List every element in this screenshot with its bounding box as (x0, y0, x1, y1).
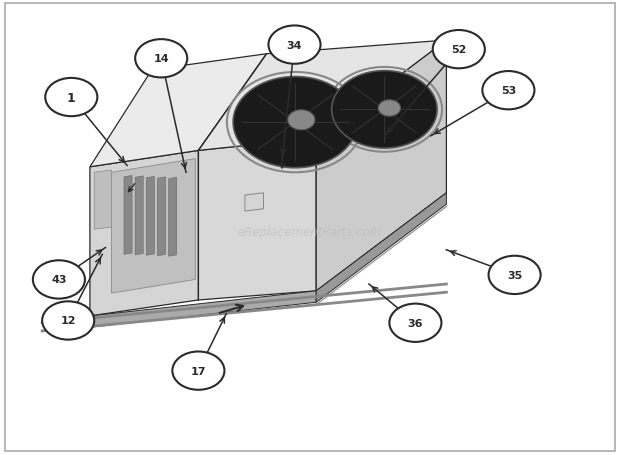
Circle shape (33, 261, 85, 299)
Circle shape (433, 31, 485, 69)
Polygon shape (198, 139, 316, 300)
Circle shape (268, 26, 321, 65)
Polygon shape (316, 193, 446, 303)
Polygon shape (135, 177, 143, 255)
Text: 35: 35 (507, 270, 522, 280)
Circle shape (389, 304, 441, 342)
Circle shape (233, 77, 357, 168)
Text: 12: 12 (61, 316, 76, 326)
Polygon shape (316, 41, 446, 291)
Text: 17: 17 (191, 366, 206, 376)
Circle shape (135, 40, 187, 78)
Circle shape (288, 111, 315, 131)
Polygon shape (90, 151, 198, 316)
Polygon shape (198, 41, 446, 151)
Text: 53: 53 (501, 86, 516, 96)
Polygon shape (94, 171, 112, 230)
Circle shape (45, 79, 97, 117)
Circle shape (172, 352, 224, 390)
Text: 1: 1 (67, 91, 76, 104)
Polygon shape (157, 177, 166, 256)
Text: 52: 52 (451, 45, 466, 55)
Polygon shape (146, 177, 154, 256)
Circle shape (378, 101, 401, 117)
Polygon shape (90, 291, 316, 328)
Circle shape (489, 256, 541, 294)
Text: 34: 34 (286, 40, 303, 51)
Text: 14: 14 (153, 54, 169, 64)
Polygon shape (90, 55, 267, 167)
Circle shape (482, 72, 534, 110)
Text: 36: 36 (408, 318, 423, 328)
Polygon shape (169, 178, 177, 257)
Text: 43: 43 (51, 275, 67, 285)
Polygon shape (245, 193, 264, 212)
Text: eReplacementParts.com: eReplacementParts.com (238, 226, 382, 238)
Polygon shape (124, 176, 132, 255)
Polygon shape (112, 159, 195, 293)
Circle shape (332, 71, 437, 149)
Circle shape (42, 302, 94, 340)
